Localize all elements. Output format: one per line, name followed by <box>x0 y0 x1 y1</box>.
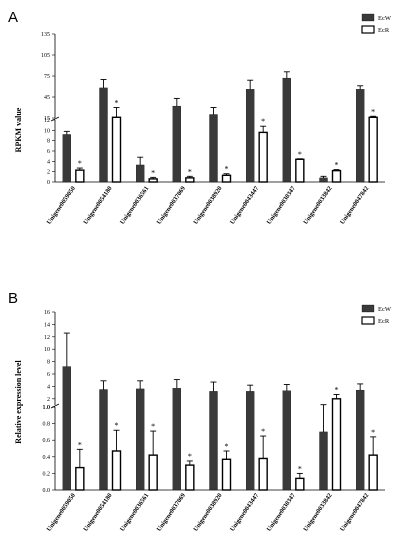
significance-marker: * <box>371 107 375 116</box>
bar-ecw <box>172 388 181 491</box>
bar-ecr <box>221 458 232 491</box>
y-tick-label: 1.0 <box>43 405 51 411</box>
bar-ecw <box>62 134 71 183</box>
axis-break-mark <box>50 403 60 409</box>
panel-letter: B <box>8 290 18 307</box>
bar-ecr <box>331 169 342 183</box>
bar-ecw <box>246 391 255 491</box>
y-tick-label: 0.2 <box>43 471 51 477</box>
bar-ecw <box>356 389 365 491</box>
axis-break-mark <box>50 116 60 122</box>
y-axis-label: Relative expression level <box>14 360 23 444</box>
bar-ecr <box>185 464 195 491</box>
bar-ecr <box>75 466 85 491</box>
bar-ecw <box>99 87 108 183</box>
significance-marker: * <box>371 428 375 437</box>
significance-marker: * <box>335 161 339 170</box>
significance-marker: * <box>188 167 192 176</box>
bar-ecw <box>136 164 145 183</box>
bar-ecr <box>148 454 158 491</box>
y-tick-label: 10 <box>44 347 50 353</box>
y-tick-label: 4 <box>47 159 50 165</box>
bar-ecr <box>368 454 378 491</box>
y-tick-label: 0.4 <box>43 455 51 461</box>
bar-ecr <box>295 158 305 183</box>
bar-ecw <box>319 431 328 491</box>
y-tick-label: 0.0 <box>43 488 51 494</box>
bar-ecw <box>209 391 218 491</box>
y-tick-label: 8 <box>47 360 50 366</box>
bar-ecw <box>319 177 328 183</box>
bar-ecw <box>136 388 145 491</box>
bar-ecw <box>356 89 365 183</box>
bar-ecr <box>258 457 268 491</box>
significance-marker: * <box>115 421 119 430</box>
y-tick-label: 135 <box>41 32 50 38</box>
y-tick-label: 0.6 <box>43 438 51 444</box>
bar-ecw <box>62 366 71 491</box>
significance-marker: * <box>78 159 82 168</box>
y-tick-label: 8 <box>47 139 50 145</box>
significance-marker: * <box>151 168 155 177</box>
y-tick-label: 105 <box>41 53 50 59</box>
bar-ecr <box>221 174 232 183</box>
y-tick-label: 6 <box>47 372 50 378</box>
legend-label: EcW <box>378 15 392 22</box>
legend-label: EcR <box>378 27 390 34</box>
y-tick-label: 12 <box>44 335 50 341</box>
bar-ecr <box>185 177 195 183</box>
significance-marker: * <box>298 464 302 473</box>
y-tick-label: 2 <box>47 397 50 403</box>
significance-marker: * <box>261 427 265 436</box>
legend-swatch <box>361 25 375 34</box>
bar-ecr <box>148 178 158 183</box>
y-tick-label: 1.0 <box>43 405 51 411</box>
significance-marker: * <box>115 99 119 108</box>
y-tick-label: 0.8 <box>43 422 51 428</box>
panel-letter: A <box>8 9 18 26</box>
significance-marker: * <box>188 452 192 461</box>
y-tick-label: 10 <box>44 128 50 134</box>
bar-ecw <box>246 89 255 183</box>
significance-marker: * <box>78 440 82 449</box>
bar-ecr <box>75 169 85 183</box>
legend-swatch <box>361 316 375 325</box>
legend-label: EcR <box>378 318 390 325</box>
significance-marker: * <box>298 150 302 159</box>
y-tick-label: 0 <box>47 180 50 186</box>
significance-marker: * <box>225 442 229 451</box>
y-tick-label: 45 <box>44 95 50 101</box>
bar-ecr <box>258 131 268 183</box>
y-axis-label: RPKM value <box>14 107 23 152</box>
bar-ecw <box>209 114 218 183</box>
legend-swatch <box>361 13 375 22</box>
significance-marker: * <box>261 117 265 126</box>
y-tick-label: 15 <box>44 116 50 122</box>
bar-ecw <box>282 77 291 183</box>
bar-ecw <box>282 390 291 491</box>
bar-ecr <box>368 116 378 183</box>
bar-ecr <box>111 450 122 491</box>
y-tick-label: 6 <box>47 149 50 155</box>
significance-marker: * <box>335 385 339 394</box>
y-tick-label: 4 <box>47 384 50 390</box>
y-tick-label: 12 <box>44 118 50 124</box>
y-tick-label: 75 <box>44 74 50 80</box>
bar-ecr <box>295 477 305 491</box>
bar-ecr <box>111 116 122 183</box>
significance-marker: * <box>151 422 155 431</box>
y-tick-label: 16 <box>44 310 50 316</box>
legend-label: EcW <box>378 306 392 313</box>
y-tick-label: 14 <box>44 322 50 328</box>
bar-ecr <box>331 398 342 491</box>
y-tick-label: 2 <box>47 170 50 176</box>
bar-ecw <box>172 105 181 183</box>
bar-ecw <box>99 389 108 491</box>
legend-swatch <box>361 304 375 313</box>
significance-marker: * <box>225 165 229 174</box>
